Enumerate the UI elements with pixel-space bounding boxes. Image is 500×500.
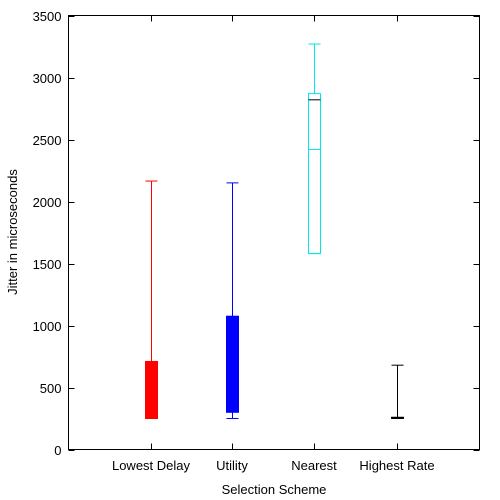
x-tick-label: Utility (216, 458, 248, 473)
box-utility (226, 182, 239, 419)
x-axis: Lowest Delay Utility Nearest Highest Rate (112, 15, 435, 473)
x-axis-label: Selection Scheme (222, 482, 327, 497)
y-tick-label: 2500 (33, 133, 62, 148)
x-tick-label: Lowest Delay (112, 458, 191, 473)
x-tick-label: Highest Rate (359, 458, 434, 473)
y-tick-label: 2000 (33, 195, 62, 210)
box-highest-rate (391, 364, 404, 419)
y-axis: 0 500 1000 1500 2000 2500 3000 3500 (33, 9, 480, 458)
y-tick-label: 0 (54, 443, 61, 458)
y-tick-label: 3500 (33, 9, 62, 24)
box-lowest-delay (145, 180, 158, 419)
y-tick-label: 500 (40, 381, 62, 396)
y-axis-label: Jitter in microseconds (5, 169, 20, 295)
box-series (145, 43, 404, 419)
y-tick-label: 3000 (33, 71, 62, 86)
iqr-box (145, 360, 158, 419)
y-tick-label: 1500 (33, 257, 62, 272)
iqr-box (308, 93, 321, 255)
iqr-box (226, 315, 239, 413)
x-tick-label: Nearest (291, 458, 337, 473)
y-tick-label: 1000 (33, 319, 62, 334)
plot-frame (68, 15, 480, 450)
box-nearest (308, 43, 321, 255)
